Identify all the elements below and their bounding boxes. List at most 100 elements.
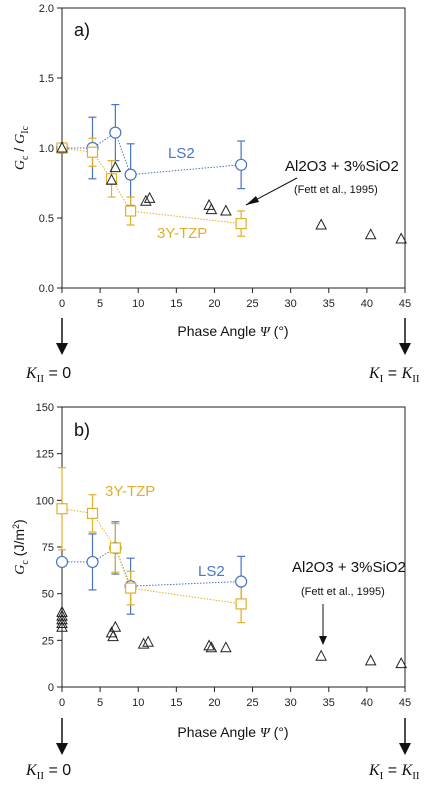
x-tick-label: 20 [208,298,220,310]
al2o3-point [56,141,68,153]
al2o3-point [205,641,218,653]
panel-a-ki-equals-kii-label: KI = KII [368,365,420,385]
x-tick-label: 25 [246,697,258,709]
y-tick-label: 0.5 [39,213,54,225]
y-tick-label: 25 [42,635,54,647]
al2o3-point [315,649,327,661]
al2o3-point [56,609,68,621]
panel-a-points [55,126,408,244]
panel-a-error-bars [88,103,246,237]
x-tick-label: 10 [132,697,144,709]
panel-a-plot-frame [61,7,406,289]
ls2-point [235,158,248,171]
x-tick-label: 20 [208,697,220,709]
al2o3-point [56,620,68,632]
x-tick-label: 10 [132,298,144,310]
panel-a-reference: (Fett et al., 1995) [294,184,378,196]
x-tick-label: 15 [170,298,182,310]
al2o3-point [315,218,327,230]
panel-a-3ytzp-label: 3Y-TZP [157,225,207,242]
panel-a-al2o3-annotation: Al2O3 + 3%SiO2 [285,158,399,175]
al2o3-point [56,613,68,625]
panel-a-label: a) [74,20,90,40]
y-tick-label: 100 [36,495,54,507]
panel-a-left-arrow [56,318,68,355]
y-tick-label: 2.0 [39,3,54,15]
3ytzp-point [86,146,99,158]
x-tick-label: 0 [59,697,65,709]
panel-b-annotation-arrowhead [319,636,327,645]
panel-b-label: b) [74,420,90,440]
al2o3-point [107,630,119,642]
3ytzp-point [109,542,121,554]
3ytzp-point [124,582,137,594]
x-tick-label: 15 [170,697,182,709]
panel-b-left-arrow [56,718,68,755]
panel-b-right-arrow [399,718,411,755]
panel-a-y-axis-label: Gc / GIc [11,125,31,170]
x-tick-label: 45 [399,298,411,310]
al2o3-point [137,637,150,649]
panel-a-x-axis-label: Phase Angle Ψ (°) [177,323,288,340]
y-tick-label: 0 [48,682,54,694]
panel-b-kii-zero-label: KII = 0 [25,762,71,782]
x-tick-label: 45 [399,697,411,709]
al2o3-point [105,173,118,185]
panel-b-3ytzp-label: 3Y-TZP [105,483,155,500]
y-tick-label: 0.0 [39,283,54,295]
al2o3-point [220,204,232,216]
panel-a-right-arrow [399,318,411,355]
panel-b-points [55,503,408,669]
panel-a-x-ticks: 0 5 10 15 20 25 30 35 40 45 [59,288,411,310]
panel-b-ki-equals-kii-label: KI = KII [368,762,420,782]
panel-b-reference: (Fett et al., 1995) [301,586,385,598]
panel-b-y-ticks: 0 25 50 75 100 125 150 [36,402,62,694]
x-tick-label: 0 [59,298,65,310]
panel-b-x-axis-label: Phase Angle Ψ (°) [177,724,288,741]
panel-a-annotation-arrowhead [246,196,259,205]
x-tick-label: 30 [285,697,297,709]
al2o3-point [395,232,408,244]
3ytzp-point [124,205,137,217]
x-tick-label: 5 [97,298,103,310]
panel-a-kii-zero-label: KII = 0 [25,365,71,385]
ls2-point [55,555,69,569]
y-tick-label: 1.5 [39,73,54,85]
al2o3-point [56,616,68,629]
al2o3-point [203,639,215,651]
x-tick-label: 40 [361,298,373,310]
x-tick-label: 40 [361,697,373,709]
ls2-point [235,575,248,588]
y-tick-label: 50 [42,589,54,601]
3ytzp-series-line [61,147,242,225]
al2o3-point [109,620,122,632]
panel-b-al2o3-annotation: Al2O3 + 3%SiO2 [292,559,406,576]
al2o3-point [140,194,152,206]
panel-b: b) 0 25 50 75 100 125 150 0 5 10 15 20 25 30 35 40 45 G… [11,402,411,741]
al2o3-point [205,203,218,215]
y-tick-label: 1.0 [39,143,54,155]
al2o3-point [143,191,156,203]
ls2-point [86,555,99,569]
y-tick-label: 125 [36,449,54,461]
y-tick-label: 75 [42,542,54,554]
3ytzp-point [56,503,68,515]
panel-a: a) 0.0 0.5 1.0 1.5 2.0 0 5 10 15 20 25 30 35 40 45 Gc… [11,3,411,340]
al2o3-point [364,654,377,666]
3ytzp-point [86,507,99,519]
al2o3-point [220,641,232,653]
al2o3-point [142,635,154,647]
x-tick-label: 35 [323,298,335,310]
x-tick-label: 25 [246,298,258,310]
3ytzp-point [235,598,247,610]
ls2-point [124,168,137,181]
x-tick-label: 30 [285,298,297,310]
panel-a-y-ticks: 0.0 0.5 1.0 1.5 2.0 [39,3,62,295]
al2o3-point [364,228,377,240]
al2o3-point [56,605,68,617]
x-tick-label: 35 [323,697,335,709]
al2o3-point [395,657,408,669]
y-tick-label: 150 [36,402,54,414]
x-tick-label: 5 [97,697,103,709]
